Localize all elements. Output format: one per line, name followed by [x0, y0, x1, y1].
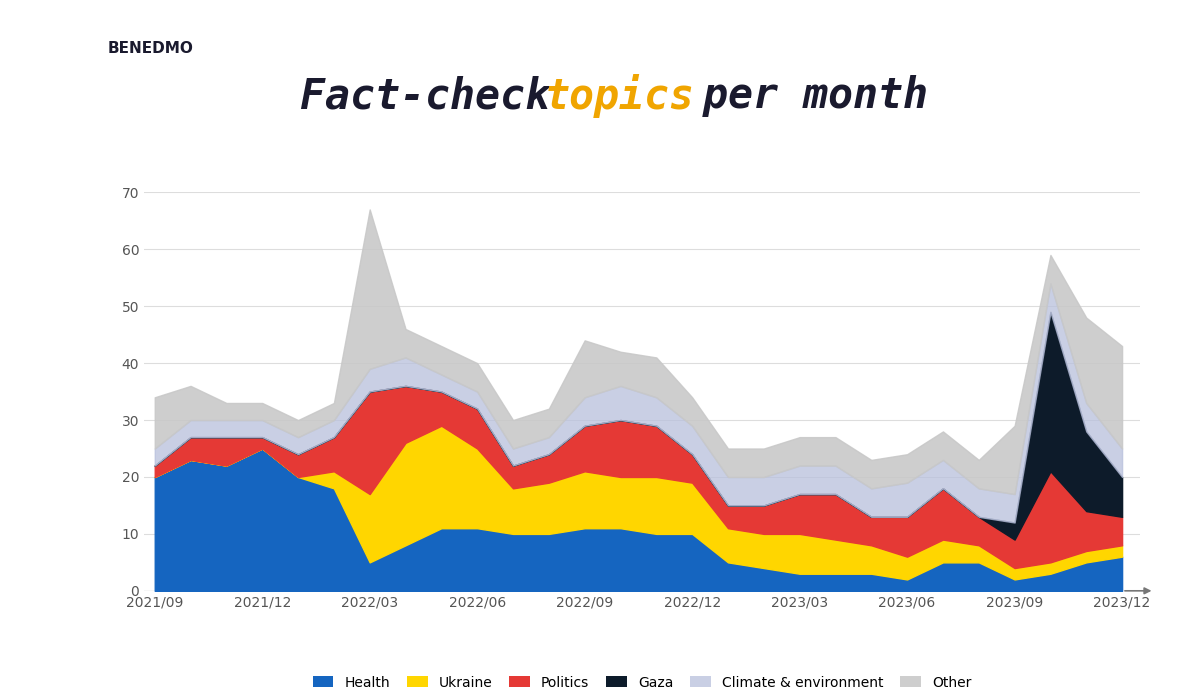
- Text: topics: topics: [545, 74, 695, 118]
- Legend: Health, Ukraine, Politics, Gaza, Climate & environment, Other: Health, Ukraine, Politics, Gaza, Climate…: [307, 671, 977, 687]
- Text: Fact-check: Fact-check: [300, 75, 575, 117]
- Text: Fact-check  topics  per month: Fact-check topics per month: [238, 74, 962, 118]
- Text: BENEDMO: BENEDMO: [108, 41, 194, 56]
- Text: per month: per month: [678, 75, 928, 117]
